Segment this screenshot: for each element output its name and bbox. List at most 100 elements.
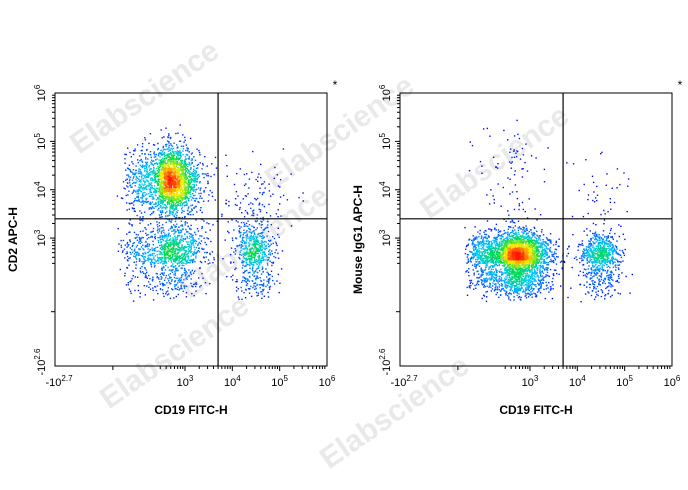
event-dot xyxy=(173,244,176,246)
event-dot xyxy=(193,173,195,175)
event-dot xyxy=(139,267,142,269)
event-dot xyxy=(184,258,186,261)
event-dot xyxy=(192,175,194,178)
event-dot xyxy=(157,165,159,168)
event-dot xyxy=(204,251,206,254)
event-dot xyxy=(474,236,476,239)
event-dot xyxy=(516,197,519,200)
event-dot xyxy=(139,169,142,171)
event-dot xyxy=(176,258,179,261)
event-dot xyxy=(286,199,289,201)
event-dot xyxy=(277,233,279,236)
event-dot xyxy=(192,240,195,243)
event-dot xyxy=(526,227,528,230)
event-dot xyxy=(158,188,160,190)
event-dot xyxy=(606,286,608,289)
event-dot xyxy=(168,201,170,203)
event-dot xyxy=(531,296,533,298)
event-dot xyxy=(164,261,167,263)
event-dot xyxy=(596,185,598,188)
event-dot xyxy=(192,186,194,188)
event-dot xyxy=(509,221,512,223)
event-dot xyxy=(182,169,184,172)
event-dot xyxy=(607,237,609,239)
event-dot xyxy=(173,163,176,166)
event-dot xyxy=(164,277,167,279)
event-dot xyxy=(137,234,139,236)
event-dot xyxy=(158,167,160,169)
event-dot xyxy=(259,260,262,263)
event-dot xyxy=(173,205,175,207)
event-dot xyxy=(133,261,135,263)
event-dot xyxy=(199,154,201,156)
event-dot xyxy=(170,220,172,223)
x-tick-label: 106 xyxy=(319,374,336,389)
event-dot xyxy=(241,212,243,214)
event-dot xyxy=(173,245,175,247)
event-dot xyxy=(182,166,185,168)
event-dot xyxy=(170,265,172,267)
event-dot xyxy=(251,214,253,216)
event-dot xyxy=(160,185,162,187)
event-dot xyxy=(195,290,197,292)
event-dot xyxy=(252,230,254,233)
event-dot xyxy=(587,268,589,270)
event-dot xyxy=(157,184,159,187)
event-dot xyxy=(176,150,179,152)
event-dot xyxy=(180,185,183,187)
event-dot xyxy=(186,272,188,274)
event-dot xyxy=(478,280,480,283)
event-dot xyxy=(582,244,584,247)
event-dot xyxy=(172,212,174,214)
event-dot xyxy=(212,224,214,226)
event-dot xyxy=(502,186,504,189)
event-dot xyxy=(203,191,205,193)
event-dot xyxy=(174,154,176,156)
event-dot xyxy=(190,214,192,216)
event-dot xyxy=(179,264,181,266)
event-dot xyxy=(148,281,150,283)
event-dot xyxy=(137,170,140,172)
event-dot xyxy=(575,256,577,258)
event-dot xyxy=(180,204,182,207)
event-dot xyxy=(139,189,141,191)
event-dot xyxy=(140,219,143,221)
event-dot xyxy=(507,210,509,212)
event-dot xyxy=(275,256,277,259)
event-dot xyxy=(281,250,284,252)
event-dot xyxy=(147,172,149,174)
event-dot xyxy=(128,180,131,182)
event-dot xyxy=(243,232,245,234)
event-dot xyxy=(176,254,178,257)
event-dot xyxy=(160,195,162,197)
event-dot xyxy=(615,250,617,252)
event-dot xyxy=(175,295,177,298)
event-dot xyxy=(141,166,143,169)
event-dot xyxy=(551,255,553,257)
event-dot xyxy=(192,190,195,192)
event-dot xyxy=(185,163,187,165)
event-dot xyxy=(268,274,270,276)
event-dot xyxy=(172,242,174,244)
event-dot xyxy=(479,160,482,163)
event-dot xyxy=(590,294,593,297)
event-dot xyxy=(180,163,183,165)
event-dot xyxy=(160,184,162,186)
event-dot xyxy=(182,248,184,250)
event-dot xyxy=(180,246,183,248)
event-dot xyxy=(181,199,183,201)
event-dot xyxy=(177,194,180,197)
event-dot xyxy=(598,275,600,277)
event-dot xyxy=(592,232,594,235)
event-dot xyxy=(146,238,148,240)
event-dot xyxy=(139,210,141,212)
event-dot xyxy=(580,301,582,303)
event-dot xyxy=(154,202,157,204)
event-dot xyxy=(178,151,180,153)
event-dot xyxy=(254,288,256,290)
event-dot xyxy=(167,195,169,197)
event-dot xyxy=(279,186,281,188)
event-dot xyxy=(178,184,180,186)
event-dot xyxy=(129,247,131,249)
event-dot xyxy=(246,250,248,252)
